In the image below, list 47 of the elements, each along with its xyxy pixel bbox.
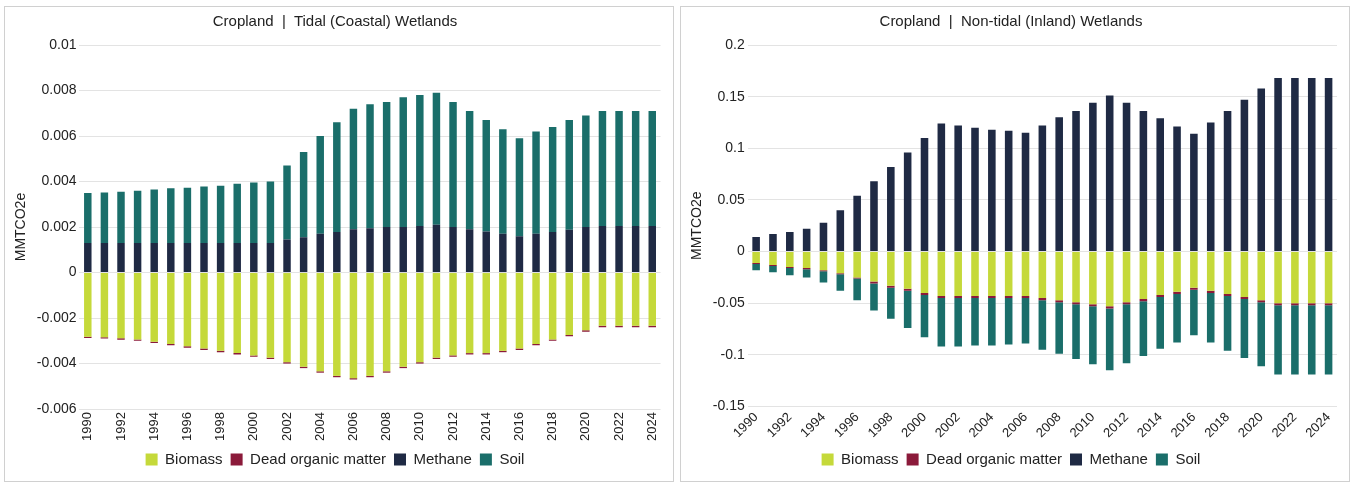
x-tick-label: 1998 — [212, 412, 228, 441]
x-tick-label: 1992 — [112, 412, 128, 441]
x-tick-label: 2002 — [278, 412, 294, 441]
y-tick-label: 0.15 — [717, 87, 745, 104]
legend-label: Soil — [499, 449, 525, 467]
legend-label: Biomass — [841, 449, 899, 467]
y-tick-label: 0.002 — [41, 217, 77, 234]
x-tick-label: 2008 — [378, 412, 394, 441]
x-tick-label: 2018 — [544, 412, 560, 441]
x-tick-label: 2000 — [245, 412, 261, 441]
x-tick-label: 2016 — [511, 412, 527, 441]
y-tick-label: 0 — [68, 263, 77, 280]
x-tick-label: 2024 — [643, 412, 659, 441]
legend-label: Dead organic matter — [250, 449, 387, 467]
x-tick-label: 2010 — [411, 412, 427, 441]
y-tick-label: -0.002 — [36, 308, 77, 325]
chart-title: Cropland | Non-tidal (Inland) Wetlands — [879, 12, 1143, 30]
legend-label: Methane — [1089, 449, 1148, 467]
legend-label: Methane — [413, 449, 472, 467]
y-tick-label: 0.008 — [41, 81, 77, 98]
legend-label: Soil — [1175, 449, 1201, 467]
x-tick-label: 1994 — [145, 412, 161, 441]
y-tick-label: -0.15 — [712, 397, 745, 414]
x-tick-label: 2022 — [610, 412, 626, 441]
x-tick-label: 1996 — [178, 412, 194, 441]
chart-title: Cropland | Tidal (Coastal) Wetlands — [212, 12, 458, 30]
y-tick-label: -0.004 — [36, 354, 77, 371]
y-tick-label: -0.05 — [712, 294, 745, 311]
y-tick-label: -0.006 — [36, 399, 77, 416]
x-tick-label: 2020 — [577, 412, 593, 441]
x-tick-label: 1990 — [79, 412, 95, 441]
x-tick-label: 2004 — [311, 412, 327, 441]
x-tick-label: 2012 — [444, 412, 460, 441]
y-tick-label: 0.2 — [725, 35, 745, 52]
y-axis-title: MMTCO2e — [688, 191, 705, 260]
y-tick-label: 0.05 — [717, 190, 745, 207]
y-tick-label: 0.006 — [41, 126, 77, 143]
legend-label: Biomass — [165, 449, 223, 467]
legend-label: Dead organic matter — [926, 449, 1063, 467]
y-axis-title: MMTCO2e — [12, 192, 29, 262]
y-tick-label: -0.1 — [720, 345, 745, 362]
x-tick-label: 2006 — [345, 412, 360, 441]
x-tick-label: 2014 — [477, 412, 493, 441]
y-tick-label: 0.004 — [41, 172, 77, 189]
y-tick-label: 0.1 — [725, 139, 745, 156]
y-tick-label: 0 — [736, 242, 745, 259]
y-tick-label: 0.01 — [49, 35, 77, 52]
